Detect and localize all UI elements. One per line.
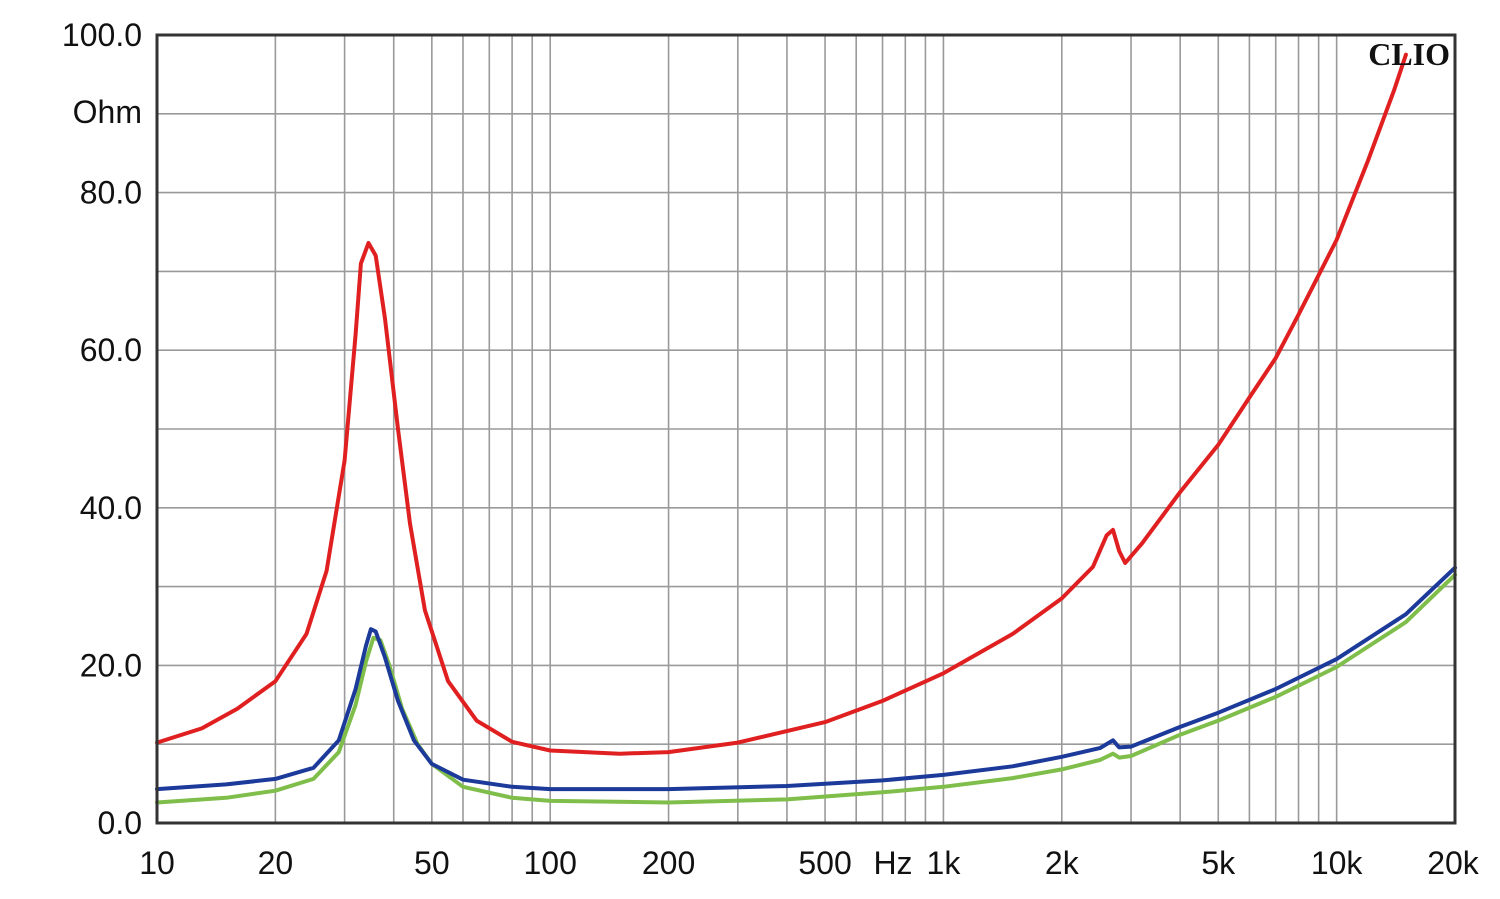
y-tick-label: 40.0 bbox=[80, 490, 142, 526]
brand-logo: CLIO bbox=[1368, 36, 1450, 72]
y-tick-label: 80.0 bbox=[80, 175, 142, 211]
y-tick-label: 100.0 bbox=[62, 17, 142, 53]
x-tick-label: 50 bbox=[414, 845, 450, 881]
series-lines bbox=[155, 52, 1457, 805]
y-tick-labels: 0.0 20.0 40.0 60.0 80.0 100.0 bbox=[62, 17, 142, 841]
grid bbox=[157, 35, 1455, 823]
x-tick-label: 20k bbox=[1427, 845, 1480, 881]
impedance-series-line bbox=[155, 52, 1408, 756]
x-tick-label: 20 bbox=[258, 845, 294, 881]
impedance-series-line bbox=[155, 565, 1457, 792]
x-tick-label: 200 bbox=[642, 845, 695, 881]
x-tick-labels: 10 20 50 100 200 500 1k 2k 5k 10k 20k bbox=[139, 845, 1480, 881]
x-tick-label: 100 bbox=[524, 845, 577, 881]
y-tick-label: 0.0 bbox=[98, 805, 142, 841]
x-tick-label: 5k bbox=[1201, 845, 1236, 881]
x-tick-label: 2k bbox=[1045, 845, 1080, 881]
x-tick-label: 10 bbox=[139, 845, 175, 881]
x-tick-label: 10k bbox=[1311, 845, 1364, 881]
x-tick-label: 500 bbox=[798, 845, 851, 881]
plot-border bbox=[155, 33, 1457, 825]
x-tick-label: 1k bbox=[927, 845, 962, 881]
impedance-series-line bbox=[155, 572, 1457, 805]
y-tick-label: 60.0 bbox=[80, 332, 142, 368]
y-tick-label: 20.0 bbox=[80, 647, 142, 683]
y-unit-label: Ohm bbox=[73, 94, 142, 130]
x-unit-label: Hz bbox=[873, 845, 912, 881]
